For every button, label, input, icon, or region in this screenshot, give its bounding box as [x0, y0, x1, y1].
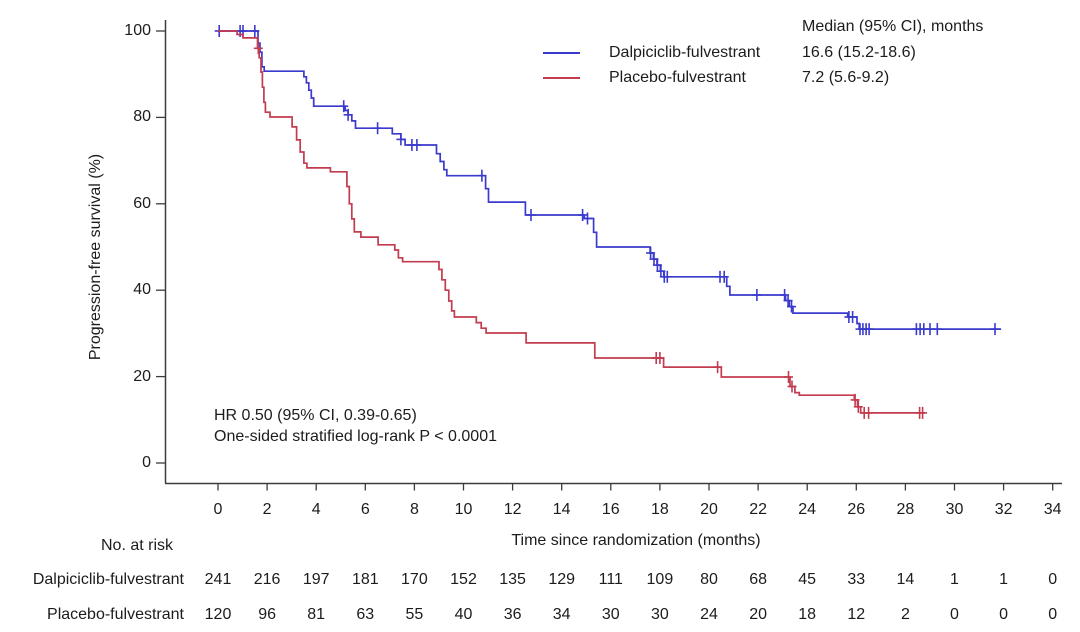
risk-count: 12	[847, 606, 866, 623]
risk-count: 40	[454, 606, 473, 623]
risk-count: 0	[950, 606, 959, 623]
risk-count: 33	[847, 571, 866, 588]
risk-count: 20	[749, 606, 767, 623]
risk-count: 1	[999, 571, 1009, 588]
x-tick-label: 34	[1043, 501, 1062, 518]
x-tick-label: 16	[601, 501, 620, 518]
risk-row-label-placebo: Placebo-fulvestrant	[47, 606, 184, 623]
risk-count: 2	[900, 606, 910, 623]
risk-count: 111	[598, 571, 623, 588]
risk-count: 80	[700, 571, 718, 588]
risk-count: 135	[499, 571, 526, 588]
risk-table-title: No. at risk	[101, 537, 174, 554]
x-tick-label: 28	[896, 501, 915, 518]
hazard-ratio-annotation: HR 0.50 (95% CI, 0.39-0.65)	[214, 407, 417, 424]
x-tick-label: 22	[749, 501, 767, 518]
risk-count: 1	[950, 571, 959, 588]
risk-count: 152	[450, 571, 477, 588]
y-axis-title: Progression-free survival (%)	[87, 153, 104, 361]
risk-count: 30	[650, 606, 669, 623]
y-tick-label: 40	[133, 281, 151, 299]
x-tick-label: 30	[945, 501, 964, 518]
risk-count: 63	[356, 606, 375, 623]
risk-row-label-dalpiciclib: Dalpiciclib-fulvestrant	[32, 571, 184, 588]
legend-median-placebo: 7.2 (5.6-9.2)	[802, 69, 890, 86]
risk-count: 197	[302, 571, 330, 588]
risk-count: 109	[646, 571, 674, 588]
logrank-p-annotation: One-sided stratified log-rank P < 0.0001	[214, 428, 497, 445]
risk-count: 241	[204, 571, 232, 588]
x-axis-title: Time since randomization (months)	[511, 532, 761, 549]
y-tick-label: 80	[133, 108, 151, 126]
y-tick-label: 0	[142, 454, 151, 471]
risk-count: 14	[896, 571, 915, 588]
risk-count: 81	[307, 606, 326, 623]
legend-median-header: Median (95% CI), months	[802, 18, 984, 35]
x-tick-label: 20	[700, 501, 718, 518]
risk-count: 36	[503, 606, 522, 623]
y-tick-label: 100	[124, 22, 151, 39]
risk-count: 0	[1048, 606, 1058, 623]
risk-count: 0	[1048, 571, 1058, 588]
dalpiciclib-line-swatch	[543, 52, 580, 54]
x-tick-label: 12	[503, 501, 522, 518]
x-tick-label: 6	[360, 501, 370, 518]
risk-count: 18	[798, 606, 817, 623]
x-tick-label: 32	[994, 501, 1013, 518]
risk-count: 55	[405, 606, 424, 623]
risk-count: 170	[401, 571, 428, 588]
x-tick-label: 14	[552, 501, 571, 518]
x-tick-label: 2	[262, 501, 272, 518]
placebo-line-swatch	[543, 77, 580, 79]
legend-row-dalpiciclib: Dalpiciclib-fulvestrant 16.6 (15.2-18.6)	[0, 43, 1080, 63]
risk-count: 0	[999, 606, 1009, 623]
survival-curve-placebo	[218, 30, 925, 414]
risk-count: 216	[253, 571, 281, 588]
risk-count: 96	[258, 606, 276, 623]
x-tick-label: 0	[213, 501, 223, 518]
y-tick-label: 20	[133, 367, 151, 385]
legend-median-dalpiciclib: 16.6 (15.2-18.6)	[802, 44, 916, 61]
x-tick-label: 4	[311, 501, 321, 518]
legend-label-dalpiciclib: Dalpiciclib-fulvestrant	[609, 44, 761, 61]
legend-label-placebo: Placebo-fulvestrant	[609, 69, 746, 86]
x-tick-label: 24	[798, 501, 817, 518]
x-tick-label: 10	[454, 501, 473, 518]
risk-count: 30	[601, 606, 620, 623]
x-tick-label: 18	[650, 501, 669, 518]
legend-row-placebo: Placebo-fulvestrant 7.2 (5.6-9.2)	[0, 68, 1080, 88]
y-tick-label: 60	[133, 194, 151, 212]
risk-count: 181	[351, 571, 379, 588]
risk-count: 120	[204, 606, 232, 623]
risk-count: 129	[548, 571, 576, 588]
risk-count: 24	[700, 606, 718, 623]
x-tick-label: 8	[409, 501, 419, 518]
risk-count: 45	[798, 571, 817, 588]
x-tick-label: 26	[847, 501, 866, 518]
risk-count: 34	[552, 606, 571, 623]
risk-count: 68	[749, 571, 767, 588]
